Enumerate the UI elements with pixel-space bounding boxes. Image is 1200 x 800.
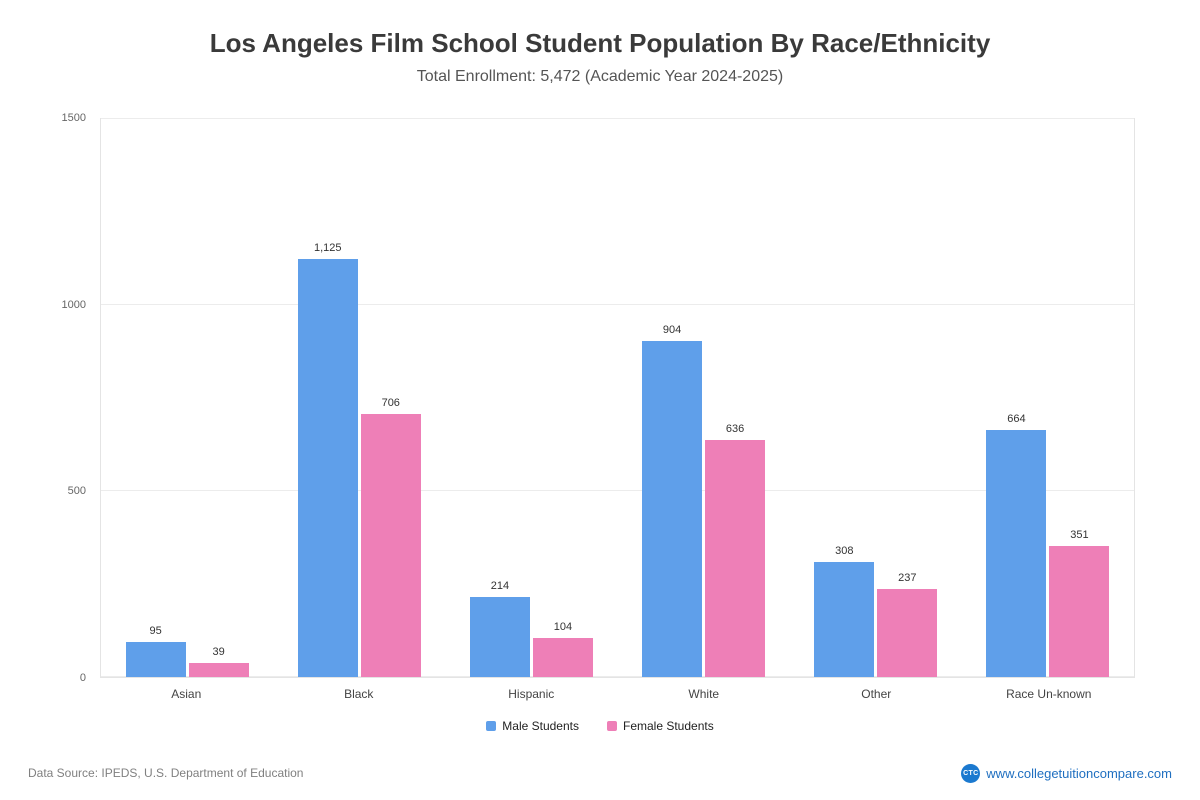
male-students-bar: 904 [642, 324, 703, 677]
legend-swatch [486, 721, 497, 731]
legend-label: Female Students [623, 719, 714, 733]
y-tick-label: 500 [67, 485, 86, 498]
site-link[interactable]: www.collegetuitioncompare.com [986, 766, 1172, 781]
ctc-logo-icon: CTC [961, 764, 981, 783]
legend: Male Students Female Students [0, 719, 1200, 733]
y-axis: 0 500 1000 1500 [0, 112, 94, 684]
legend-item-male-students[interactable]: Male Students [486, 719, 579, 733]
bar-value-label: 664 [1007, 413, 1026, 425]
legend-label: Male Students [502, 719, 579, 733]
female-students-bar: 104 [532, 621, 593, 677]
female-students-bar: 706 [360, 397, 421, 677]
x-axis-label: Black [344, 687, 374, 701]
gridline [101, 490, 1134, 491]
bar-group: 904 636 [618, 119, 790, 677]
y-tick-label: 0 [79, 672, 86, 684]
gridline [101, 676, 1134, 677]
legend-swatch [607, 721, 617, 731]
y-tick-label: 1000 [61, 298, 86, 311]
bar-group: 214 104 [445, 119, 617, 677]
bar-value-label: 1,125 [313, 241, 342, 254]
female-students-bar: 351 [1049, 529, 1110, 677]
bar-value-label: 237 [898, 571, 917, 584]
bar-group: 1,125 706 [273, 119, 445, 677]
bar-value-label: 904 [662, 323, 682, 336]
x-axis-labels: Asian Black Hispanic White Other Race Un-know… [100, 687, 1135, 701]
legend-item-female-students[interactable]: Female Students [607, 719, 714, 733]
y-tick-label: 1500 [61, 112, 86, 124]
gridline [101, 118, 1134, 119]
female-students-bar: 636 [705, 423, 766, 677]
bar-value-label: 39 [212, 645, 225, 658]
bar-value-label: 214 [490, 580, 510, 593]
chart-subtitle: Total Enrollment: 5,472 (Academic Year 2… [416, 68, 784, 85]
gridline [101, 304, 1134, 305]
male-students-bar: 664 [986, 413, 1047, 677]
x-axis-label: Race Un-known [1006, 687, 1092, 701]
site-attribution: CTC www.collegetuitioncompare.com [961, 764, 1172, 783]
bar-value-label: 351 [1070, 529, 1089, 542]
data-source-note: Data Source: IPEDS, U.S. Department of E… [28, 766, 304, 780]
bar-group: 664 351 [962, 119, 1134, 677]
bar-group: 95 39 [101, 119, 273, 677]
male-students-bar: 308 [814, 545, 875, 677]
x-axis-label: Hispanic [508, 687, 555, 701]
x-axis-label: White [688, 687, 720, 701]
x-axis-label: Asian [171, 687, 202, 701]
bar-group: 308 237 [790, 119, 962, 677]
gridlines-layer [101, 118, 1134, 677]
bar-value-label: 95 [149, 624, 162, 637]
female-students-bar: 237 [877, 572, 938, 677]
plot-area: 95 39 1,125 706 214 104 904 636 308 237 664 351 [100, 118, 1135, 678]
bar-value-label: 308 [835, 545, 854, 558]
male-students-bar: 95 [125, 625, 186, 677]
bars-layer: 95 39 1,125 706 214 104 904 636 308 237 664 351 [101, 119, 1134, 677]
male-students-bar: 1,125 [297, 242, 358, 677]
female-students-bar: 39 [188, 646, 249, 677]
chart-title: Los Angeles Film School Student Populati… [209, 28, 991, 58]
x-axis-label: Other [861, 687, 892, 701]
bar-value-label: 636 [725, 423, 745, 436]
bar-value-label: 706 [381, 397, 400, 410]
bar-value-label: 104 [553, 621, 573, 634]
male-students-bar: 214 [469, 580, 530, 677]
